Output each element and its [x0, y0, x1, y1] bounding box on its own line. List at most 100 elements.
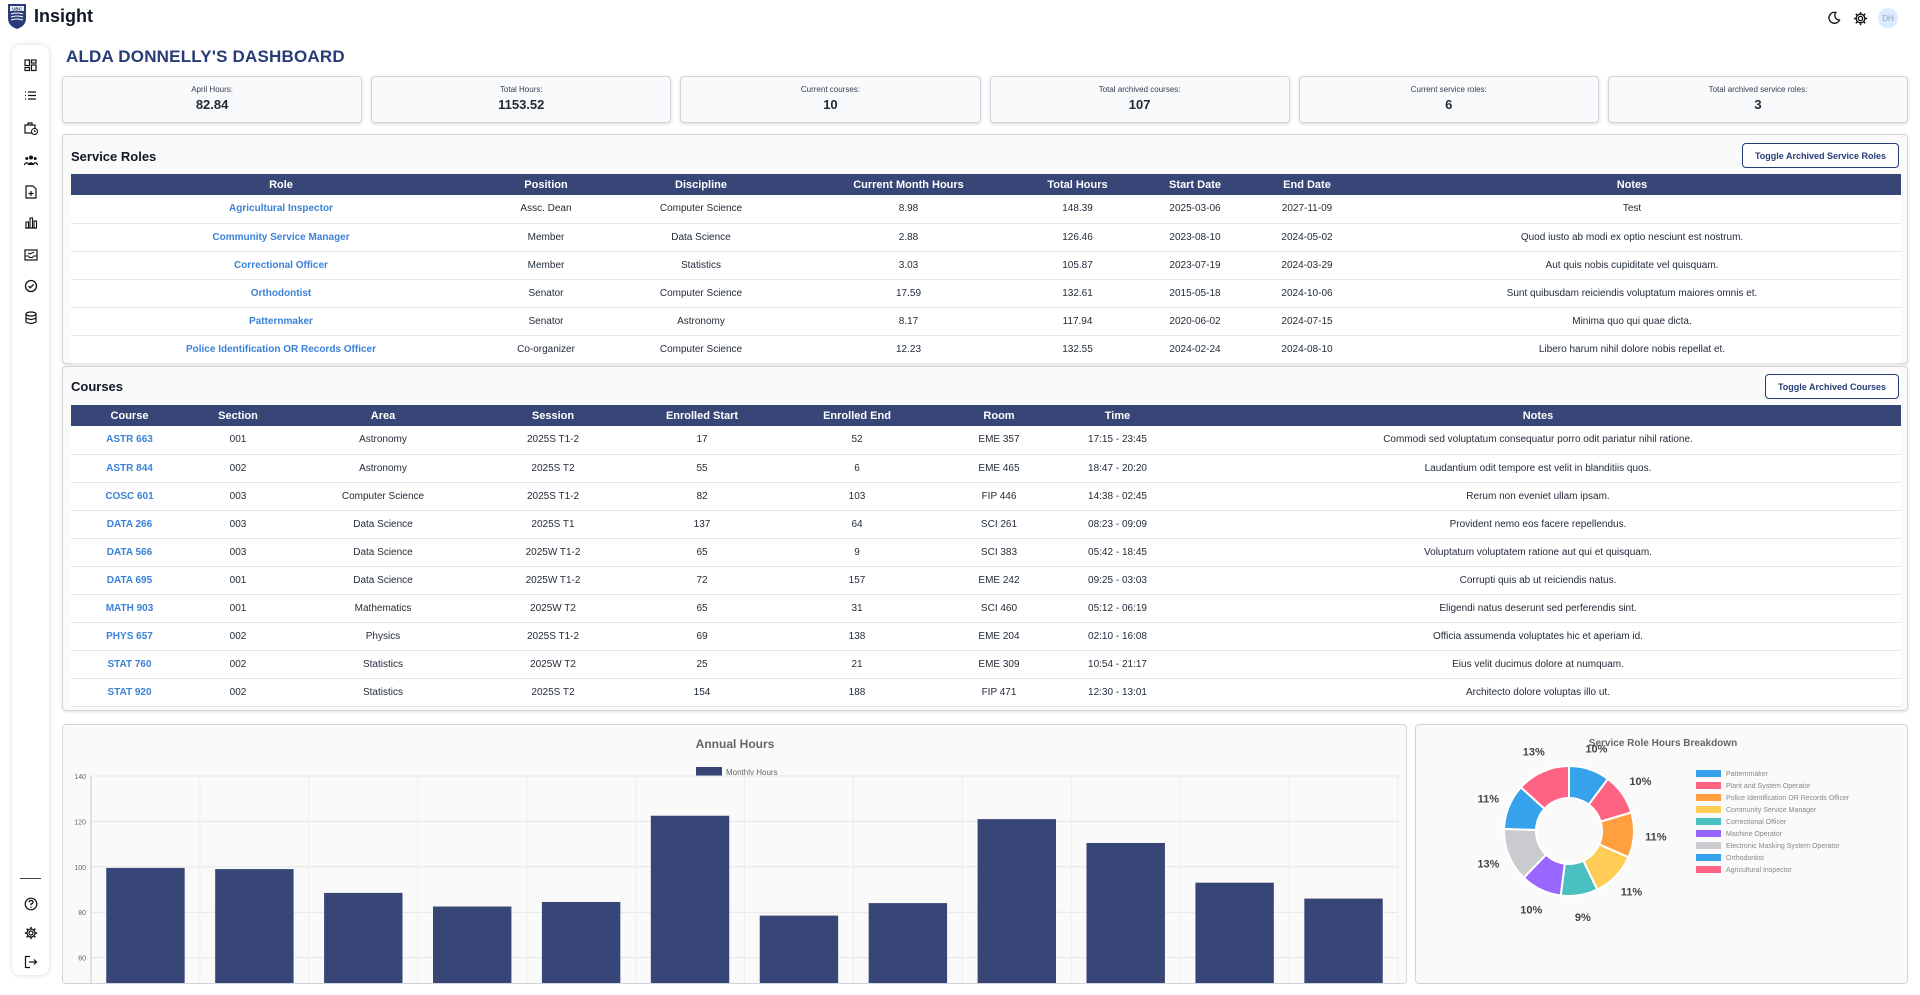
table-row[interactable]: DATA 266 003 Data Science 2025S T1 137 64 SCI … — [71, 510, 1901, 539]
settings-icon[interactable] — [23, 925, 38, 940]
help-icon[interactable] — [23, 896, 38, 911]
check-circle-icon[interactable] — [23, 278, 38, 293]
legend-swatch[interactable] — [1696, 842, 1721, 849]
row-link[interactable]: STAT 920 — [71, 678, 188, 707]
column-header[interactable]: Position — [491, 174, 601, 195]
table-row[interactable]: PHYS 657 002 Physics 2025S T1-2 69 138 EME 204… — [71, 622, 1901, 651]
table-row[interactable]: Agricultural Inspector Assc. Dean Computer… — [71, 195, 1901, 224]
table-row[interactable]: DATA 566 003 Data Science 2025W T1-2 65 9 SCI … — [71, 538, 1901, 567]
row-link[interactable]: Agricultural Inspector — [71, 195, 491, 224]
table-cell: Officia assumenda voluptates hic et aper… — [1175, 622, 1901, 651]
table-row[interactable]: ASTR 844 002 Astronomy 2025S T2 55 6 EME 465 18… — [71, 454, 1901, 483]
table-row[interactable]: COSC 601 003 Computer Science 2025S T1-2 82 1… — [71, 482, 1901, 511]
table-row[interactable]: Correctional Officer Member Statistics 3.03… — [71, 251, 1901, 280]
column-header[interactable]: Current Month Hours — [801, 174, 1016, 195]
row-link[interactable]: ASTR 844 — [71, 454, 188, 483]
people-icon[interactable] — [23, 152, 38, 167]
database-icon[interactable] — [23, 310, 38, 325]
column-header[interactable]: Area — [288, 405, 478, 426]
legend-swatch[interactable] — [1696, 854, 1721, 861]
toggle-archived-courses-button[interactable]: Toggle Archived Courses — [1764, 374, 1899, 399]
bar[interactable] — [215, 869, 294, 984]
table-header-row: Role Position Discipline Current Month H… — [71, 174, 1901, 195]
row-link[interactable]: ASTR 663 — [71, 426, 188, 455]
table-row[interactable]: STAT 760 002 Statistics 2025W T2 25 21 EME 309… — [71, 650, 1901, 679]
column-header[interactable]: End Date — [1251, 174, 1363, 195]
toggle-archived-service-roles-button[interactable]: Toggle Archived Service Roles — [1741, 143, 1899, 168]
bar[interactable] — [977, 819, 1057, 984]
briefcase-clock-icon[interactable] — [23, 120, 38, 135]
row-link[interactable]: DATA 695 — [71, 566, 188, 595]
row-link[interactable]: COSC 601 — [71, 482, 188, 511]
table-row[interactable]: Police Identification OR Records Officer… — [71, 335, 1901, 364]
row-link[interactable]: MATH 903 — [71, 594, 188, 623]
bar[interactable] — [106, 867, 185, 984]
table-cell: 2024-05-02 — [1251, 223, 1363, 252]
bar[interactable] — [432, 906, 512, 984]
settings-gear-icon[interactable] — [1852, 10, 1868, 26]
bar[interactable] — [650, 815, 730, 984]
table-cell: Data Science — [601, 223, 801, 252]
legend-swatch[interactable] — [1696, 770, 1721, 777]
legend-swatch[interactable] — [1696, 782, 1721, 789]
slice-percent-label: 9% — [1575, 912, 1591, 924]
row-link[interactable]: DATA 266 — [71, 510, 188, 539]
column-header[interactable]: Total Hours — [1016, 174, 1139, 195]
column-header[interactable]: Notes — [1175, 405, 1901, 426]
table-cell: 002 — [188, 678, 288, 707]
table-cell: Quod iusto ab modi ex optio nesciunt est… — [1363, 223, 1901, 252]
column-header[interactable]: Session — [478, 405, 628, 426]
list-icon[interactable] — [23, 88, 38, 103]
legend-swatch[interactable] — [1696, 806, 1721, 813]
bar[interactable] — [324, 892, 403, 984]
table-row[interactable]: Orthodontist Senator Computer Science 17.59… — [71, 279, 1901, 308]
column-header[interactable]: Role — [71, 174, 491, 195]
table-row[interactable]: Community Service Manager Member Data Scie… — [71, 223, 1901, 252]
dashboard-icon[interactable] — [23, 58, 38, 73]
table-row[interactable]: DATA 695 001 Data Science 2025W T1-2 72 157 EM… — [71, 566, 1901, 595]
bar[interactable] — [1195, 882, 1274, 984]
document-add-icon[interactable] — [23, 184, 38, 199]
logout-icon[interactable] — [23, 954, 38, 969]
column-header[interactable]: Enrolled Start — [628, 405, 776, 426]
table-cell: 05:12 - 06:19 — [1060, 594, 1175, 623]
table-row[interactable]: MATH 903 001 Mathematics 2025W T2 65 31 SCI 46… — [71, 594, 1901, 623]
bar[interactable] — [868, 903, 948, 984]
table-row[interactable]: STAT 920 002 Statistics 2025S T2 154 188 FIP 4… — [71, 678, 1901, 707]
column-header[interactable]: Discipline — [601, 174, 801, 195]
column-header[interactable]: Enrolled End — [776, 405, 938, 426]
row-link[interactable]: Orthodontist — [71, 279, 491, 308]
row-link[interactable]: Community Service Manager — [71, 223, 491, 252]
column-header[interactable]: Start Date — [1139, 174, 1251, 195]
table-cell: 001 — [188, 566, 288, 595]
pie-slice[interactable] — [1519, 764, 1570, 811]
ubc-logo-icon[interactable]: UBC — [6, 2, 28, 30]
bar[interactable] — [1304, 898, 1383, 984]
table-cell: 3.03 — [801, 251, 1016, 280]
table-row[interactable]: ASTR 663 001 Astronomy 2025S T1-2 17 52 EME 35… — [71, 426, 1901, 455]
legend-swatch[interactable] — [1696, 830, 1721, 837]
legend-swatch[interactable] — [1696, 866, 1721, 873]
bar[interactable] — [759, 915, 839, 984]
bar-chart-icon[interactable] — [23, 215, 38, 230]
column-header[interactable]: Notes — [1363, 174, 1901, 195]
dark-mode-moon-icon[interactable] — [1826, 10, 1842, 26]
column-header[interactable]: Course — [71, 405, 188, 426]
row-link[interactable]: Patternmaker — [71, 307, 491, 336]
bar[interactable] — [1086, 842, 1165, 984]
row-link[interactable]: Police Identification OR Records Officer — [71, 335, 491, 364]
legend-swatch[interactable] — [1696, 794, 1721, 801]
row-link[interactable]: PHYS 657 — [71, 622, 188, 651]
row-link[interactable]: DATA 566 — [71, 538, 188, 567]
column-header[interactable]: Time — [1060, 405, 1175, 426]
column-header[interactable]: Room — [938, 405, 1060, 426]
bar[interactable] — [541, 901, 621, 984]
table-row[interactable]: Patternmaker Senator Astronomy 8.17 117.94 20… — [71, 307, 1901, 336]
column-header[interactable]: Section — [188, 405, 288, 426]
row-link[interactable]: Correctional Officer — [71, 251, 491, 280]
row-link[interactable]: STAT 760 — [71, 650, 188, 679]
inbox-icon[interactable] — [23, 247, 38, 262]
user-avatar[interactable]: DH — [1878, 8, 1898, 28]
legend-swatch[interactable] — [1696, 818, 1721, 825]
legend-swatch[interactable] — [696, 767, 722, 776]
